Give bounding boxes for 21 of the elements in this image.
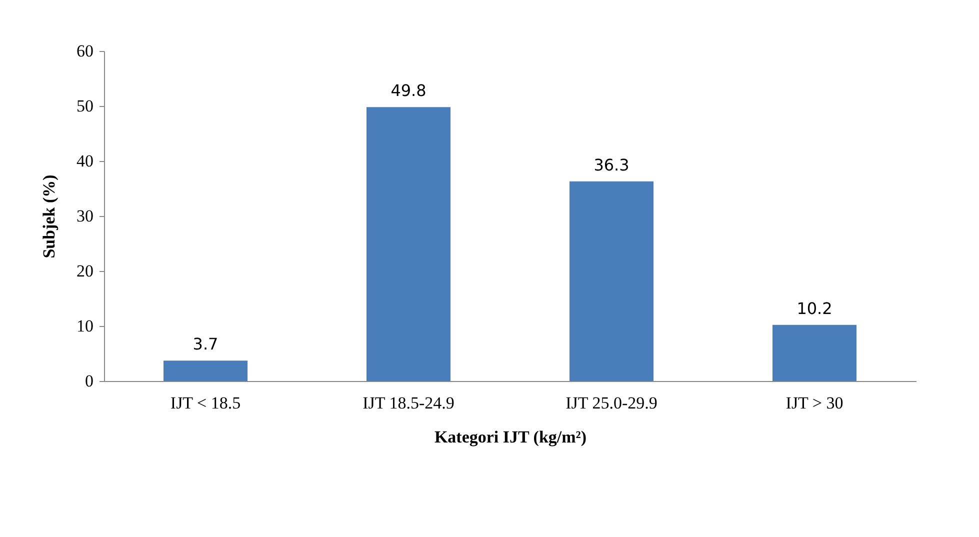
y-tick-label: 50 xyxy=(76,96,94,116)
bar xyxy=(570,181,654,381)
x-tick-label: IJT < 18.5 xyxy=(170,394,241,412)
x-axis-title: Kategori IJT (kg/m²) xyxy=(434,428,587,446)
bar xyxy=(164,360,248,381)
bar xyxy=(366,107,450,381)
y-tick-label: 10 xyxy=(76,316,94,336)
y-tick-label: 0 xyxy=(85,372,94,390)
y-tick-label: 60 xyxy=(76,42,94,60)
bar xyxy=(772,324,856,381)
x-tick-label: IJT 25.0-29.9 xyxy=(566,394,658,412)
data-label: 49.8 xyxy=(390,81,426,100)
data-label: 3.7 xyxy=(192,334,218,354)
data-label: 36.3 xyxy=(594,155,630,174)
x-tick-label: IJT > 30 xyxy=(786,394,844,412)
y-tick-label: 40 xyxy=(76,152,94,170)
y-tick-label: 30 xyxy=(76,206,94,226)
data-label: 10.2 xyxy=(796,298,832,318)
y-axis-title: Subjek (%) xyxy=(40,174,58,258)
x-tick-label: IJT 18.5-24.9 xyxy=(362,394,454,412)
y-tick-label: 20 xyxy=(76,262,94,280)
